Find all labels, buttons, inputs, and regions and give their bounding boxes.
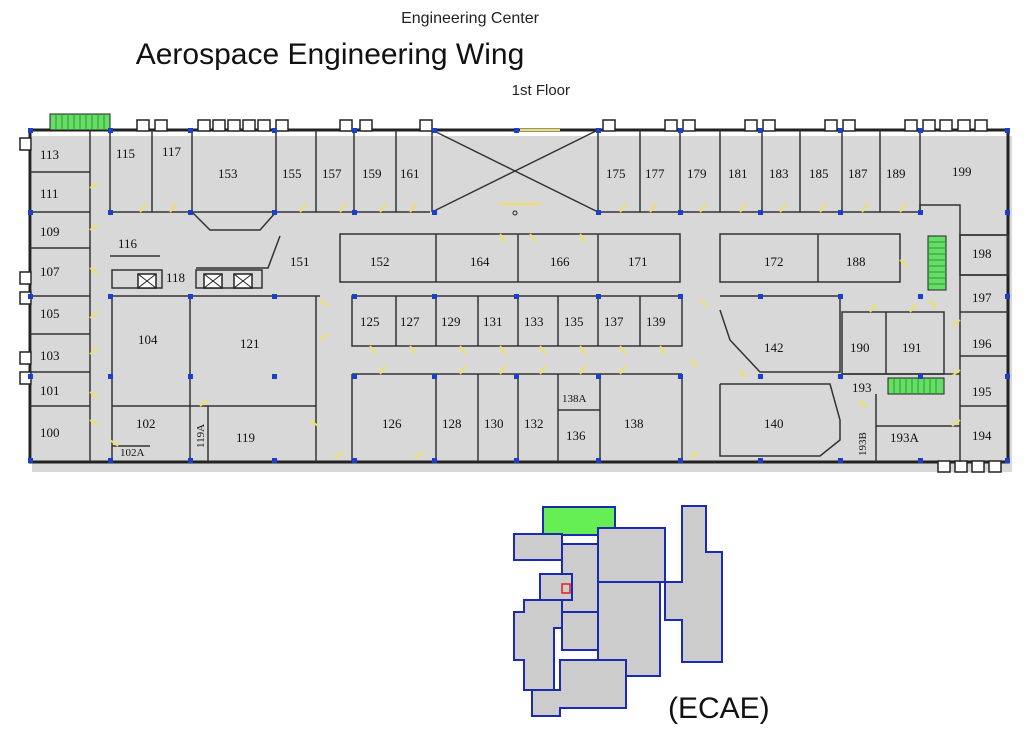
wing-title: Aerospace Engineering Wing (135, 38, 525, 71)
room-194[interactable]: 194 (972, 428, 992, 443)
room-175[interactable]: 175 (606, 166, 626, 181)
room-116[interactable]: 116 (118, 236, 138, 251)
room-100[interactable]: 100 (40, 425, 60, 440)
room-129[interactable]: 129 (441, 314, 461, 329)
room-102[interactable]: 102 (136, 416, 156, 431)
room-171[interactable]: 171 (628, 254, 648, 269)
room-126[interactable]: 126 (382, 416, 402, 431)
room-197[interactable]: 197 (972, 290, 992, 305)
room-labels: 113 111 109 107 105 103 101 100 115 117 … (40, 144, 992, 459)
room-130[interactable]: 130 (484, 416, 504, 431)
room-121[interactable]: 121 (240, 336, 260, 351)
room-193[interactable]: 193 (852, 380, 872, 395)
room-193A[interactable]: 193A (890, 430, 920, 445)
room-172[interactable]: 172 (764, 254, 784, 269)
ecae-label: (ECAE) (668, 692, 770, 725)
room-183[interactable]: 183 (769, 166, 789, 181)
ecae-key-map (513, 505, 723, 717)
room-128[interactable]: 128 (442, 416, 462, 431)
room-151[interactable]: 151 (290, 254, 310, 269)
room-102A[interactable]: 102A (120, 447, 145, 459)
building-title: Engineering Center (401, 10, 539, 27)
room-193B[interactable]: 193B (857, 432, 869, 456)
room-155[interactable]: 155 (282, 166, 302, 181)
room-179[interactable]: 179 (687, 166, 707, 181)
atrium-doors (500, 129, 560, 205)
room-195[interactable]: 195 (972, 384, 992, 399)
room-109[interactable]: 109 (40, 224, 60, 239)
stair-top-left (49, 113, 111, 131)
stair-right (927, 235, 947, 291)
room-115[interactable]: 115 (116, 146, 135, 161)
room-199[interactable]: 199 (952, 164, 972, 179)
room-140[interactable]: 140 (764, 416, 784, 431)
room-103[interactable]: 103 (40, 348, 60, 363)
stair-193 (887, 377, 945, 395)
room-190[interactable]: 190 (850, 340, 870, 355)
room-159[interactable]: 159 (362, 166, 382, 181)
room-198[interactable]: 198 (972, 246, 992, 261)
floor-label: 1st Floor (511, 82, 570, 99)
room-181[interactable]: 181 (728, 166, 748, 181)
room-104[interactable]: 104 (138, 332, 158, 347)
room-138A[interactable]: 138A (562, 393, 587, 405)
room-139[interactable]: 139 (646, 314, 666, 329)
room-187[interactable]: 187 (848, 166, 868, 181)
room-136[interactable]: 136 (566, 428, 586, 443)
door-swings (89, 181, 961, 459)
room-157[interactable]: 157 (322, 166, 342, 181)
room-127[interactable]: 127 (400, 314, 420, 329)
interior-walls (30, 129, 1009, 462)
room-137[interactable]: 137 (604, 314, 624, 329)
room-107[interactable]: 107 (40, 264, 60, 279)
room-189[interactable]: 189 (886, 166, 906, 181)
room-188[interactable]: 188 (846, 254, 866, 269)
room-152[interactable]: 152 (370, 254, 390, 269)
room-138[interactable]: 138 (624, 416, 644, 431)
room-101[interactable]: 101 (40, 383, 60, 398)
room-131[interactable]: 131 (483, 314, 503, 329)
structural-columns (28, 128, 1010, 463)
room-113[interactable]: 113 (40, 147, 59, 162)
room-185[interactable]: 185 (809, 166, 829, 181)
room-166[interactable]: 166 (550, 254, 570, 269)
room-132[interactable]: 132 (524, 416, 544, 431)
room-118[interactable]: 118 (166, 270, 185, 285)
room-133[interactable]: 133 (524, 314, 544, 329)
room-164[interactable]: 164 (470, 254, 490, 269)
room-191[interactable]: 191 (902, 340, 922, 355)
room-111[interactable]: 111 (40, 186, 59, 201)
exterior-bays (19, 119, 1002, 473)
room-153[interactable]: 153 (218, 166, 238, 181)
room-117[interactable]: 117 (162, 144, 182, 159)
room-161[interactable]: 161 (400, 166, 420, 181)
room-142[interactable]: 142 (764, 340, 784, 355)
room-125[interactable]: 125 (360, 314, 380, 329)
room-177[interactable]: 177 (645, 166, 665, 181)
room-196[interactable]: 196 (972, 336, 992, 351)
room-119[interactable]: 119 (236, 430, 255, 445)
room-135[interactable]: 135 (564, 314, 584, 329)
room-105[interactable]: 105 (40, 306, 60, 321)
room-119A[interactable]: 119A (195, 424, 207, 448)
